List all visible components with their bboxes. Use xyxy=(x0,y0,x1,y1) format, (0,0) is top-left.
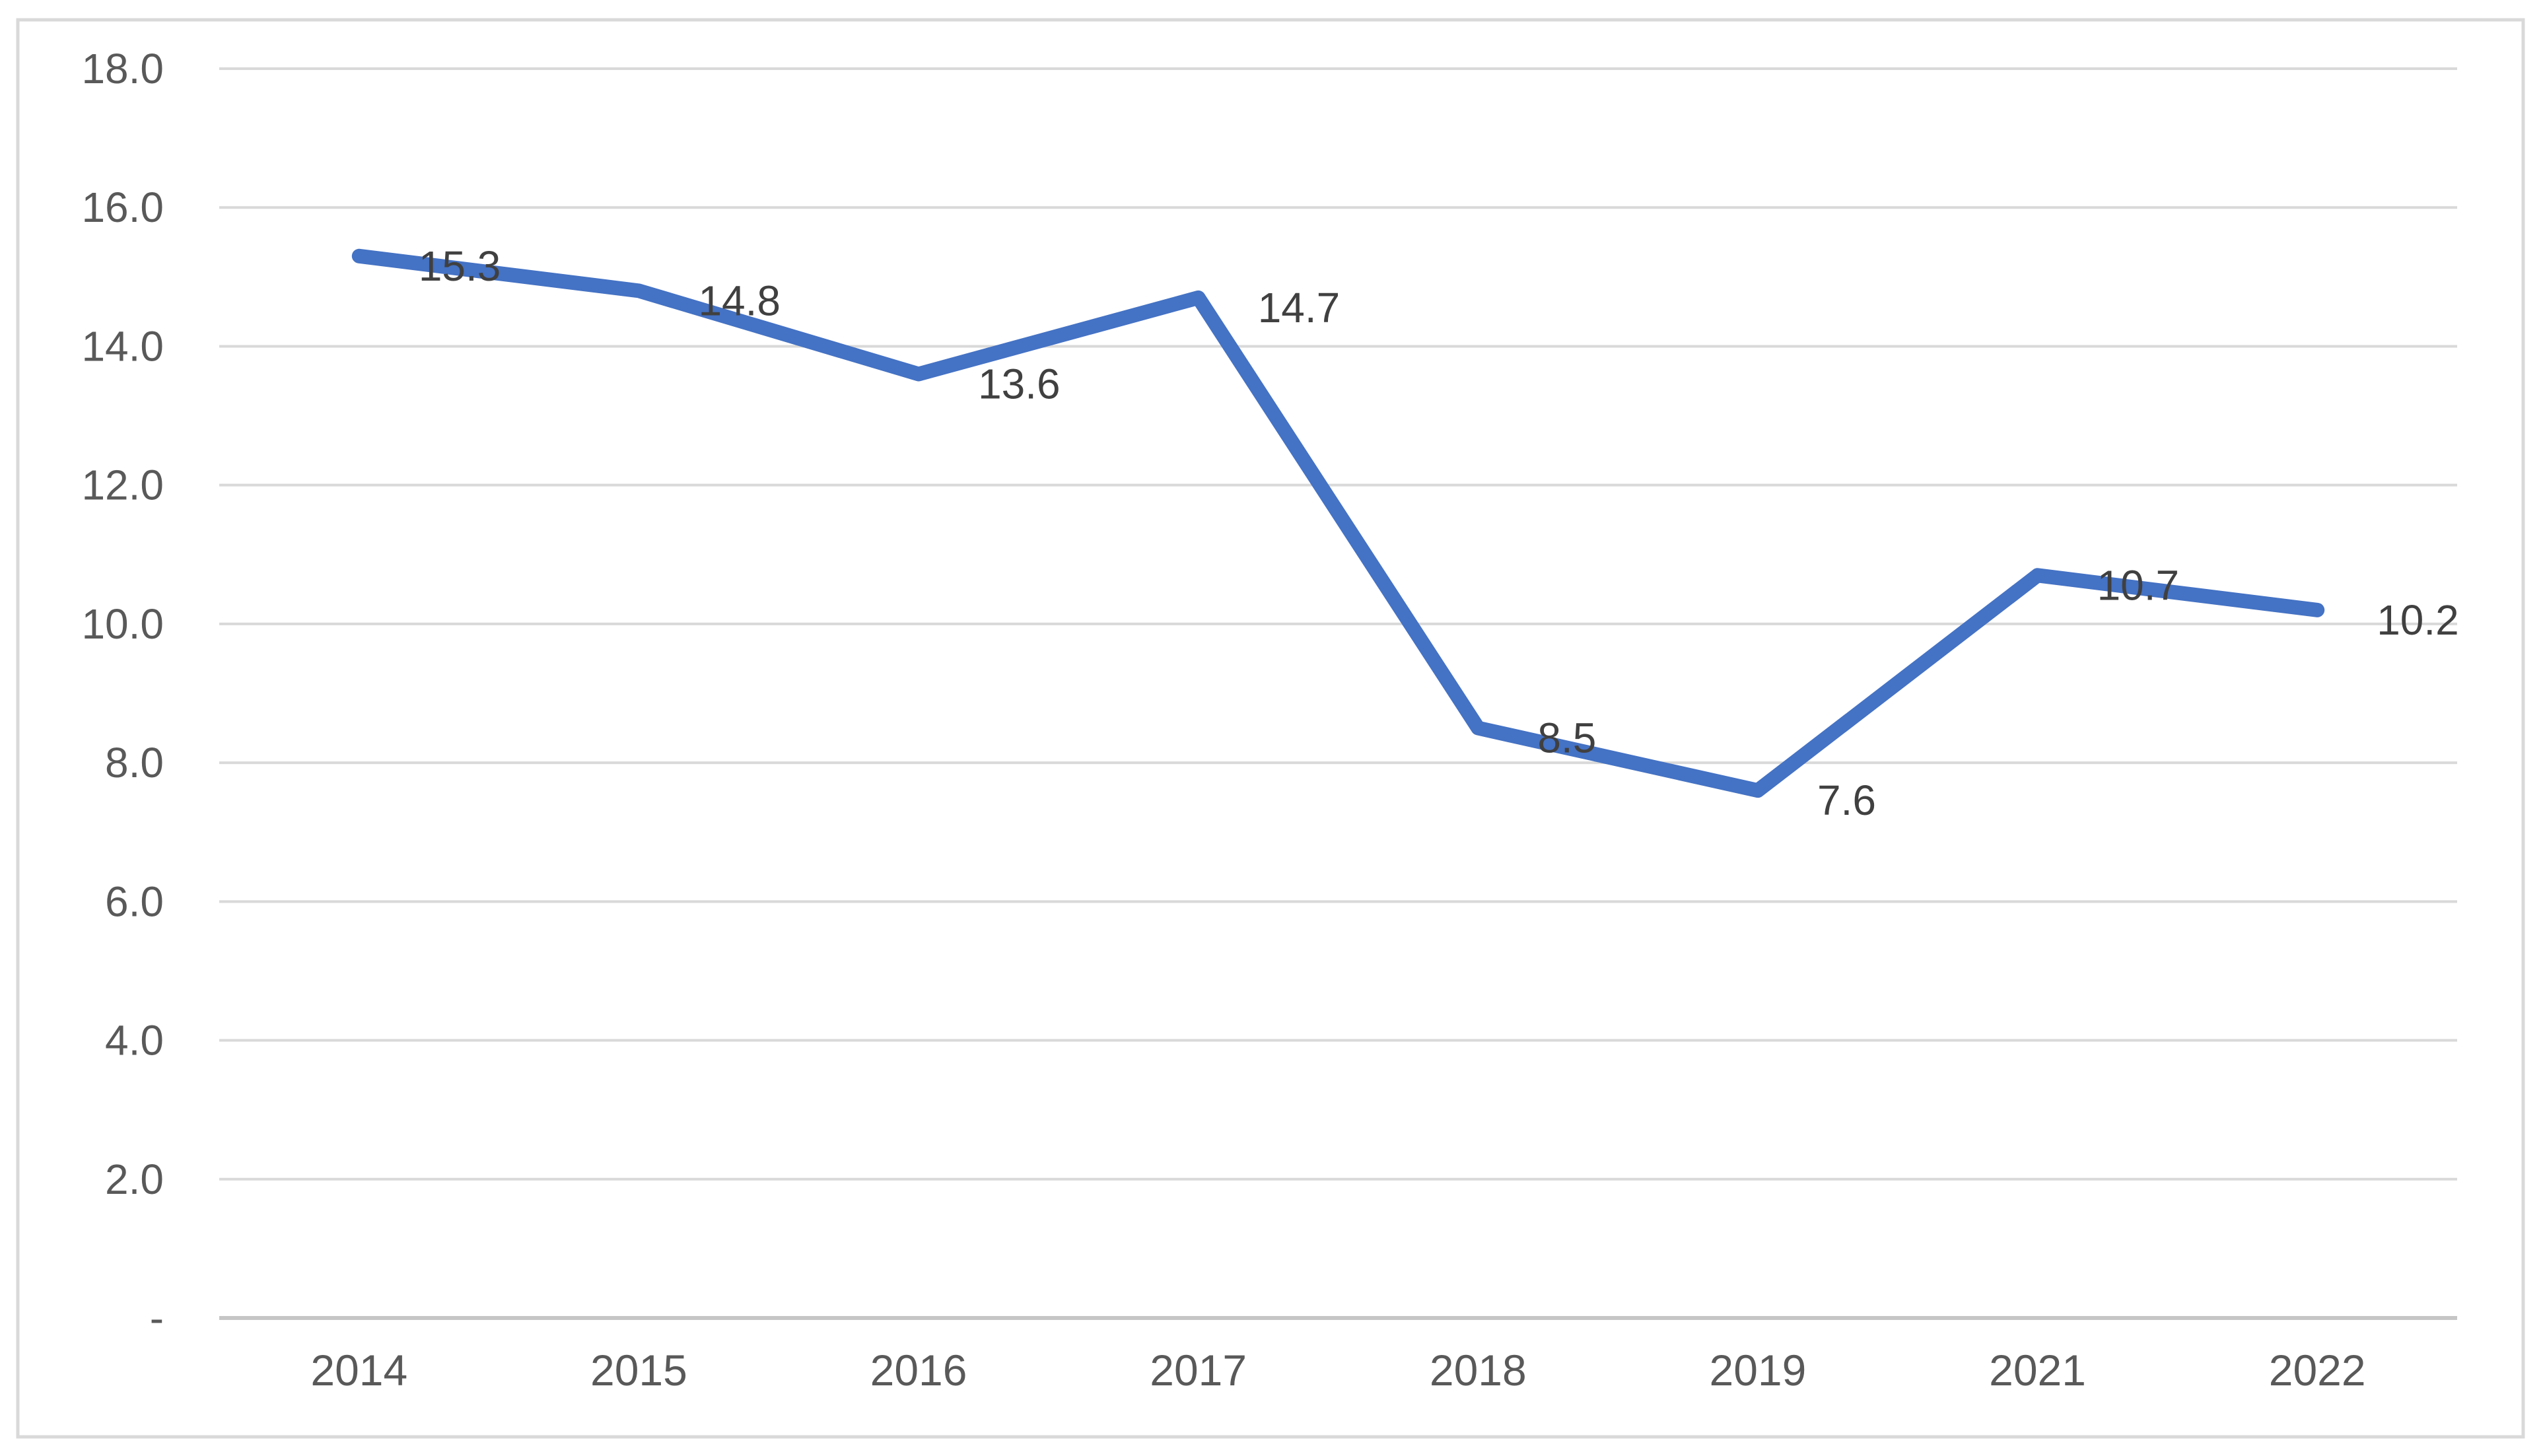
gridlines xyxy=(219,67,2457,1320)
x-tick-label: 2017 xyxy=(1150,1346,1247,1395)
x-tick-label: 2021 xyxy=(1989,1346,2086,1395)
x-tick-label: 2014 xyxy=(310,1346,407,1395)
data-label: 13.6 xyxy=(978,360,1061,407)
y-tick-label: 12.0 xyxy=(81,462,164,509)
data-label: 7.6 xyxy=(1817,777,1876,824)
x-tick-label: 2018 xyxy=(1430,1346,1527,1395)
y-tick-label: 8.0 xyxy=(105,739,164,786)
data-label: 8.5 xyxy=(1537,714,1596,762)
data-label: 10.7 xyxy=(2097,561,2180,609)
chart-border xyxy=(16,18,2525,1439)
data-label: 14.7 xyxy=(1258,284,1341,331)
x-tick-label: 2016 xyxy=(870,1346,967,1395)
data-series xyxy=(351,248,2325,798)
x-axis-tick-labels: 2014 2015 2016 2017 2018 2019 2021 2022 xyxy=(310,1346,2365,1395)
x-tick-label: 2019 xyxy=(1710,1346,1807,1395)
y-tick-label: 16.0 xyxy=(81,184,164,231)
data-label: 14.8 xyxy=(698,277,781,324)
x-tick-label: 2022 xyxy=(2269,1346,2366,1395)
y-tick-label: 14.0 xyxy=(81,322,164,370)
y-tick-label: 4.0 xyxy=(105,1017,164,1064)
y-tick-label: 10.0 xyxy=(81,600,164,648)
data-label: 15.3 xyxy=(419,242,501,290)
y-tick-label: - xyxy=(150,1294,164,1342)
y-tick-label: 18.0 xyxy=(81,45,164,92)
x-tick-label: 2015 xyxy=(590,1346,687,1395)
y-tick-label: 2.0 xyxy=(105,1156,164,1203)
y-axis-tick-labels: 18.0 16.0 14.0 12.0 10.0 8.0 6.0 4.0 2.0 - xyxy=(81,45,164,1342)
data-labels: 15.3 14.8 13.6 14.7 8.5 7.6 10.7 10.2 xyxy=(419,242,2459,824)
data-series-line xyxy=(351,248,2325,798)
y-tick-label: 6.0 xyxy=(105,878,164,925)
data-label: 10.2 xyxy=(2377,596,2459,644)
